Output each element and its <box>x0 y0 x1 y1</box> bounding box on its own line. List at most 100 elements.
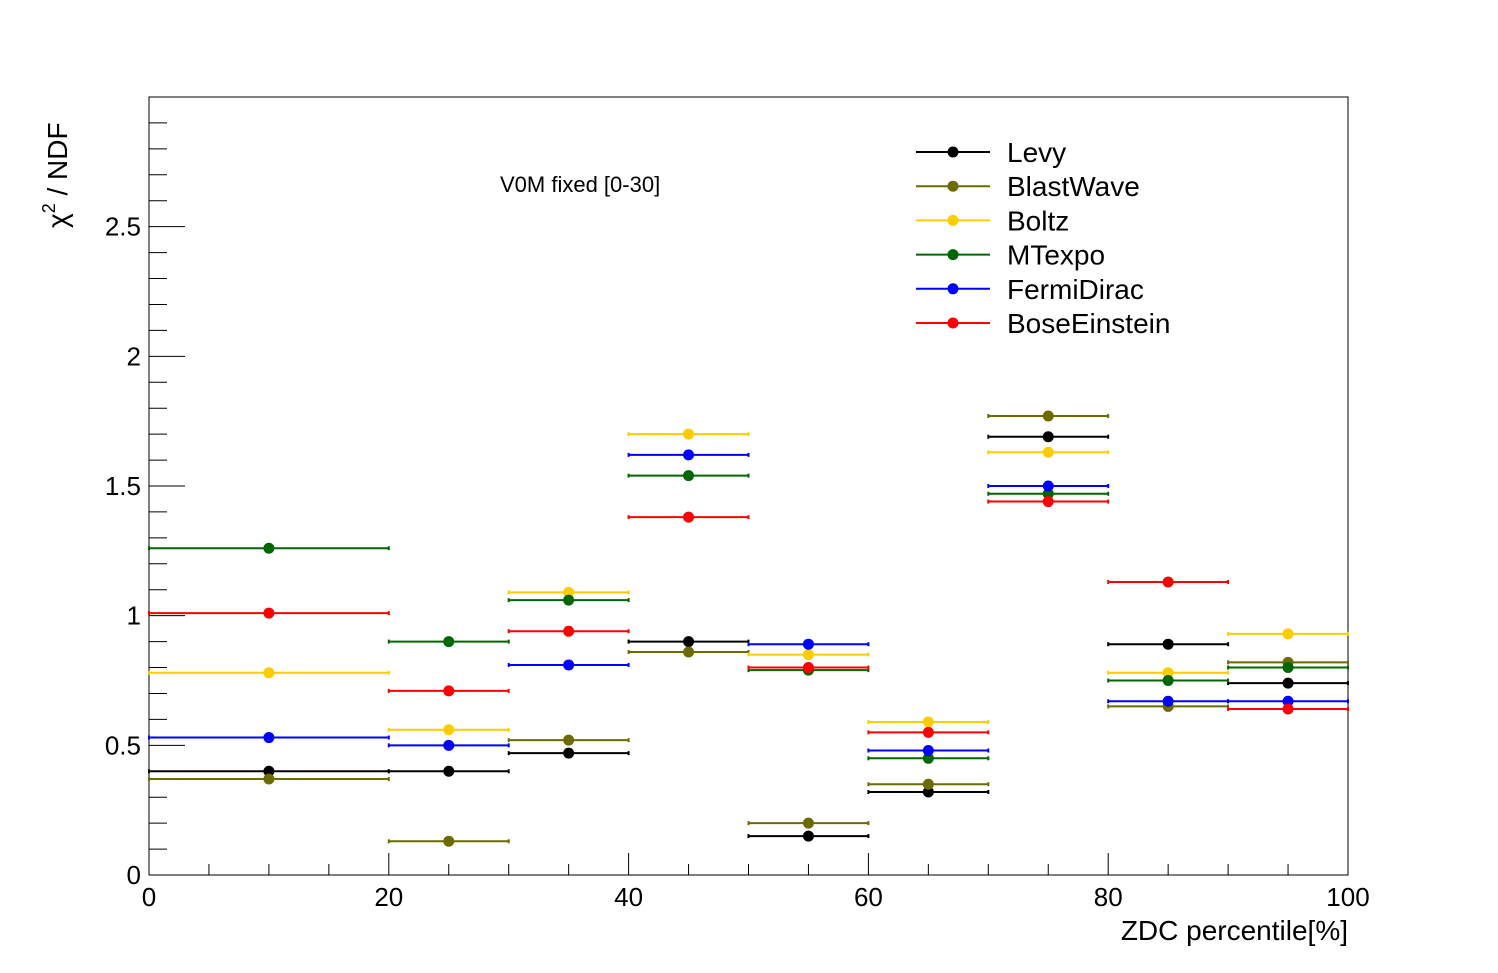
data-point <box>387 835 510 847</box>
data-point <box>387 724 510 736</box>
legend-entry: FermiDirac <box>916 274 1144 305</box>
data-marker <box>563 625 575 637</box>
data-marker <box>922 716 934 728</box>
data-point <box>1107 667 1230 679</box>
data-point <box>867 716 990 728</box>
data-marker <box>1282 662 1294 674</box>
data-point <box>747 649 870 661</box>
data-marker <box>1162 667 1174 679</box>
data-point <box>387 739 510 751</box>
data-point <box>148 542 390 554</box>
data-point <box>627 428 750 440</box>
data-marker <box>443 739 455 751</box>
y-tick-label: 0.5 <box>105 730 141 760</box>
data-point <box>507 659 630 671</box>
data-marker <box>263 607 275 619</box>
data-point <box>627 449 750 461</box>
data-point <box>747 662 870 674</box>
data-marker <box>683 636 695 648</box>
y-tick-label: 2 <box>127 341 141 371</box>
data-marker <box>263 773 275 785</box>
legend-label: BoseEinstein <box>1007 308 1170 339</box>
legend-marker <box>947 249 959 261</box>
data-marker <box>1282 703 1294 715</box>
data-marker <box>443 765 455 777</box>
data-point <box>1107 638 1230 650</box>
data-marker <box>1042 496 1054 508</box>
x-axis-title: ZDC percentile[%] <box>1121 915 1348 946</box>
data-point <box>148 667 390 679</box>
data-point <box>747 830 870 842</box>
data-marker <box>802 830 814 842</box>
data-point <box>507 625 630 637</box>
data-point <box>987 480 1110 492</box>
y-tick-label: 1 <box>127 601 141 631</box>
data-marker <box>922 786 934 798</box>
data-marker <box>443 685 455 697</box>
legend-marker <box>947 214 959 226</box>
plot-frame <box>148 96 1349 876</box>
data-point <box>867 745 990 757</box>
y-axis-title-superscript: 2 <box>39 203 59 213</box>
data-marker <box>683 449 695 461</box>
data-marker <box>922 745 934 757</box>
legend-entry: Boltz <box>916 205 1069 236</box>
data-point <box>1107 576 1230 588</box>
data-marker <box>802 662 814 674</box>
annotation-text: V0M fixed [0-30] <box>500 172 660 197</box>
data-point <box>627 636 750 648</box>
data-point <box>987 431 1110 443</box>
data-marker <box>1162 576 1174 588</box>
data-point <box>387 685 510 697</box>
data-marker <box>443 835 455 847</box>
data-marker <box>1282 628 1294 640</box>
data-marker <box>563 594 575 606</box>
data-point <box>747 638 870 650</box>
data-point <box>867 726 990 738</box>
x-tick-label: 40 <box>614 882 643 912</box>
data-marker <box>443 636 455 648</box>
data-point <box>148 732 390 744</box>
data-marker <box>1042 410 1054 422</box>
data-marker <box>1042 446 1054 458</box>
data-marker <box>922 752 934 764</box>
data-marker <box>1042 488 1054 500</box>
data-point <box>987 496 1110 508</box>
y-tick-label: 2.5 <box>105 212 141 242</box>
data-marker <box>802 649 814 661</box>
data-point <box>1227 677 1349 689</box>
data-point <box>387 636 510 648</box>
data-point <box>1107 695 1230 707</box>
data-point <box>1227 695 1349 707</box>
legend-label: Boltz <box>1007 205 1069 236</box>
data-marker <box>1042 480 1054 492</box>
data-marker <box>563 586 575 598</box>
data-marker <box>802 817 814 829</box>
data-marker <box>263 667 275 679</box>
legend-marker <box>947 317 959 329</box>
y-axis-title: χ2 / NDF <box>39 122 73 228</box>
data-marker <box>1162 638 1174 650</box>
x-tick-label: 20 <box>374 882 403 912</box>
data-point <box>747 817 870 829</box>
data-marker <box>683 428 695 440</box>
legend-marker <box>947 283 959 295</box>
data-marker <box>922 726 934 738</box>
y-tick-label: 1.5 <box>105 471 141 501</box>
data-marker <box>563 747 575 759</box>
data-point <box>987 488 1110 500</box>
legend-label: FermiDirac <box>1007 274 1144 305</box>
data-marker <box>1282 677 1294 689</box>
data-marker <box>683 511 695 523</box>
data-marker <box>443 724 455 736</box>
svg-text:χ2 / NDF: χ2 / NDF <box>39 122 73 228</box>
legend-label: MTexpo <box>1007 240 1105 271</box>
data-marker <box>263 765 275 777</box>
y-tick-label: 0 <box>127 860 141 890</box>
data-marker <box>683 646 695 658</box>
legend-entry: BlastWave <box>916 171 1140 202</box>
data-marker <box>922 778 934 790</box>
data-point <box>867 786 990 798</box>
